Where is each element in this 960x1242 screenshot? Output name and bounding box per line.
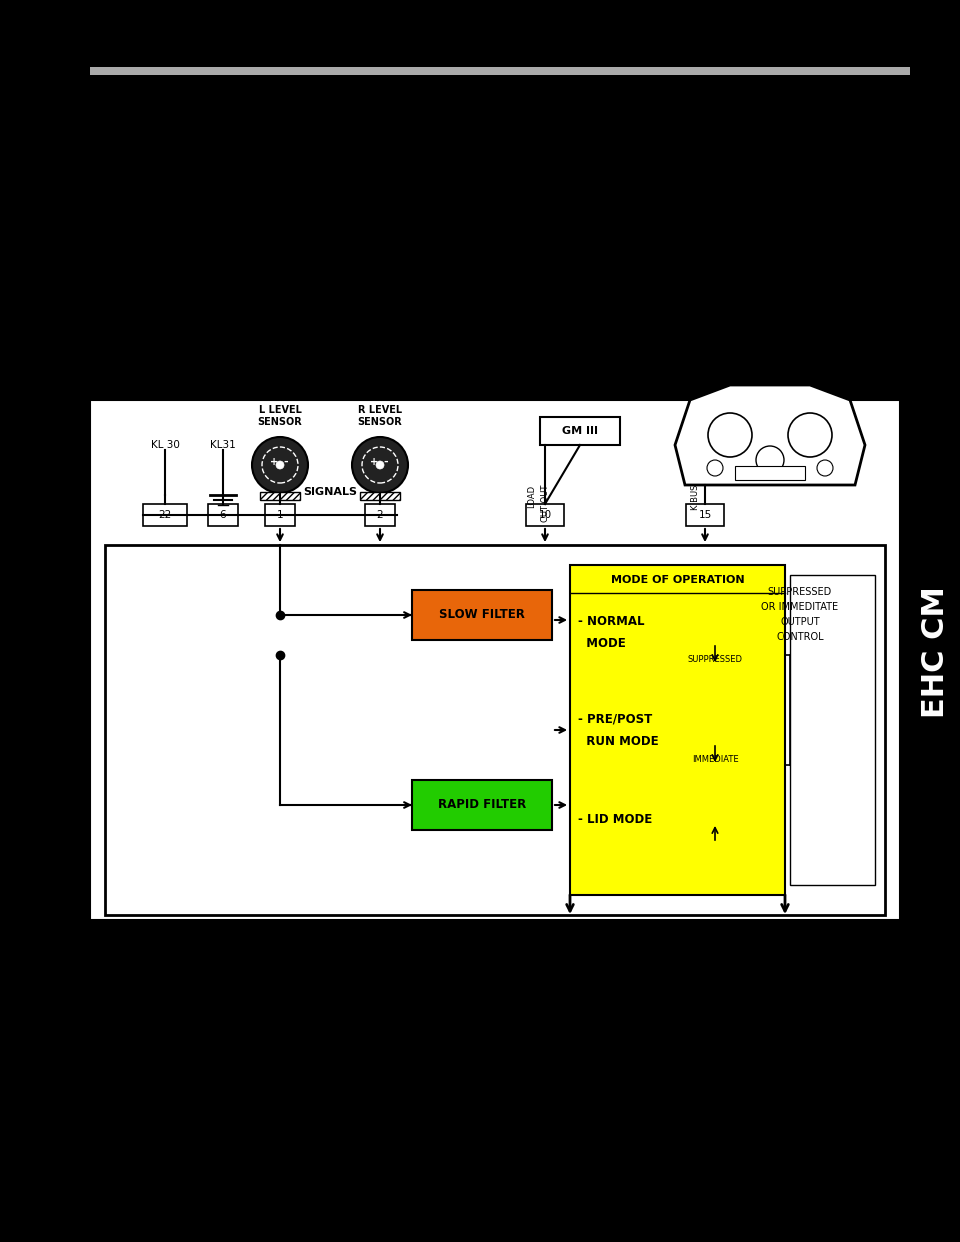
Text: 10: 10 — [539, 510, 552, 520]
Circle shape — [788, 414, 832, 457]
Bar — [412, 780, 552, 830]
Polygon shape — [675, 385, 865, 484]
Bar — [790, 575, 875, 886]
Text: 1: 1 — [276, 510, 283, 520]
Text: EHC CM: EHC CM — [921, 586, 949, 718]
Text: SLOW FILTER: SLOW FILTER — [439, 609, 525, 621]
Text: L LEVEL
SENSOR: L LEVEL SENSOR — [257, 405, 302, 427]
Text: 22: 22 — [158, 510, 172, 520]
Bar — [265, 504, 295, 527]
Text: LOAD: LOAD — [527, 484, 537, 508]
Bar — [365, 504, 395, 527]
Text: -: - — [284, 457, 288, 467]
Text: RUN MODE: RUN MODE — [578, 735, 659, 748]
Text: - LID MODE: - LID MODE — [578, 814, 652, 826]
Text: KL 30: KL 30 — [151, 440, 180, 450]
Circle shape — [252, 437, 308, 493]
Text: The slow filter is used during the normal operation mode to prevent normal suspe: The slow filter is used during the norma… — [98, 185, 734, 199]
Circle shape — [276, 461, 284, 469]
Text: R LEVEL
SENSOR: R LEVEL SENSOR — [358, 405, 402, 427]
Text: pension is adjusted quickly while the vehicle is being loaded or checked prior t: pension is adjusted quickly while the ve… — [98, 263, 721, 277]
Bar — [90, 400, 900, 920]
Bar — [540, 417, 620, 445]
Text: - PRE/POST: - PRE/POST — [578, 713, 652, 727]
Bar — [570, 565, 785, 895]
Text: SUPPRESSED: SUPPRESSED — [768, 587, 832, 597]
Text: The rapid filter is used during the pre-run and tailgate (LID) modes to ensure t: The rapid filter is used during the pre-… — [98, 245, 716, 260]
Text: el from causing the system to make adjustments.: el from causing the system to make adjus… — [98, 202, 439, 217]
Circle shape — [817, 460, 833, 476]
Bar — [686, 504, 724, 527]
Text: K BUS: K BUS — [690, 484, 700, 510]
Text: 6: 6 — [220, 510, 227, 520]
Bar — [260, 492, 300, 501]
Circle shape — [352, 437, 408, 493]
Text: 2: 2 — [376, 510, 383, 520]
Bar — [105, 545, 885, 915]
Circle shape — [708, 414, 752, 457]
Text: -: - — [384, 457, 388, 467]
Text: GM III: GM III — [562, 426, 598, 436]
Bar — [412, 590, 552, 640]
Text: MODE: MODE — [578, 637, 626, 650]
Text: CONTROL: CONTROL — [777, 632, 824, 642]
Text: The control module incorporates two filters (slow/rapid) for processing the inpu: The control module incorporates two filt… — [98, 101, 700, 114]
Text: OUTPUT: OUTPUT — [780, 617, 820, 627]
Bar — [526, 504, 564, 527]
Text: CUT OUT: CUT OUT — [541, 484, 550, 523]
Text: from the ride height sensors. Depending on the operating mode, either the slow o: from the ride height sensors. Depending … — [98, 118, 729, 132]
Circle shape — [756, 446, 784, 474]
Bar — [90, 67, 910, 75]
Bar — [735, 466, 805, 479]
Bar — [90, 47, 910, 67]
Text: +: + — [370, 457, 378, 467]
Text: IMMEDIATE: IMMEDIATE — [692, 755, 738, 764]
Bar — [360, 492, 400, 501]
Text: 15: 15 — [698, 510, 711, 520]
Text: - NORMAL: - NORMAL — [578, 615, 644, 628]
Text: MODE OF OPERATION: MODE OF OPERATION — [611, 575, 744, 585]
Text: OR IMMEDITATE: OR IMMEDITATE — [761, 602, 839, 612]
Text: carmanualsonline.info: carmanualsonline.info — [643, 1207, 835, 1222]
Bar — [208, 504, 238, 527]
Text: SUPPRESSED: SUPPRESSED — [687, 655, 742, 664]
Text: KL31: KL31 — [210, 440, 236, 450]
Text: RAPID FILTER: RAPID FILTER — [438, 799, 526, 811]
Circle shape — [376, 461, 384, 469]
Circle shape — [707, 460, 723, 476]
Bar — [143, 504, 187, 527]
Text: SIGNALS: SIGNALS — [303, 487, 357, 497]
Text: Level Control Systems: Level Control Systems — [98, 1175, 214, 1185]
Text: +: + — [270, 457, 278, 467]
Text: 16: 16 — [98, 1160, 117, 1174]
Text: ter is used to check the need for a regulating sequence.: ter is used to check the need for a regu… — [98, 137, 483, 150]
